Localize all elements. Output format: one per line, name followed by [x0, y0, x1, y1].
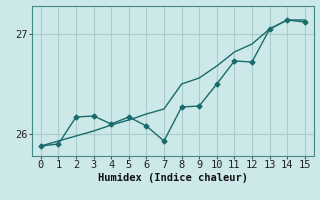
X-axis label: Humidex (Indice chaleur): Humidex (Indice chaleur): [98, 173, 248, 183]
